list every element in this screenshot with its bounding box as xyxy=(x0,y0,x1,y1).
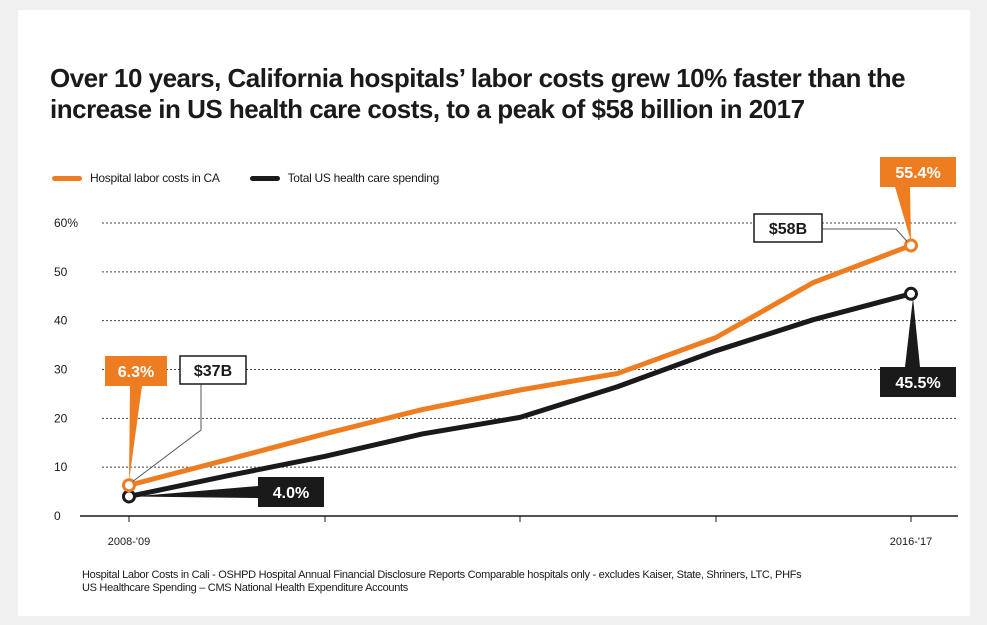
legend-swatch-us xyxy=(249,175,280,181)
series-line-ca xyxy=(126,242,914,488)
callout-us-start: 4.0% xyxy=(133,477,324,507)
callout-ca-end-label: 55.4% xyxy=(895,165,940,182)
callout-ca-start-amount-label: $37B xyxy=(194,363,232,380)
footnote-line-1: Hospital Labor Costs in Cali - OSHPD Hos… xyxy=(82,569,802,581)
point-us-start xyxy=(122,489,136,504)
callout-us-start-box xyxy=(258,477,324,507)
callout-ca-start-pointer xyxy=(129,386,142,482)
callout-ca-start-label: 6.3% xyxy=(118,364,154,381)
callout-ca-end-amount: $58B xyxy=(753,213,908,243)
callout-ca-start-amount-leader xyxy=(132,384,202,482)
chart-card xyxy=(18,10,970,616)
y-axis: 0 10 20 30 40 50 60% xyxy=(54,216,78,523)
footnote-line-2: US Healthcare Spending – CMS National He… xyxy=(82,582,408,594)
legend-item-ca: Hospital labor costs in CA xyxy=(52,171,220,185)
x-tick-label: 2016-'17 xyxy=(890,536,932,548)
callout-ca-start-amount: $37B xyxy=(132,355,247,482)
chart-title: Over 10 years, California hospitals’ lab… xyxy=(50,63,906,124)
x-tick-label: 2008-'09 xyxy=(108,536,150,548)
y-tick-label: 20 xyxy=(54,411,68,425)
callout-us-end-pointer xyxy=(905,297,920,367)
series-line-us xyxy=(126,291,914,499)
callout-ca-end-box xyxy=(880,157,956,187)
callout-ca-start: 6.3% xyxy=(105,356,167,482)
legend-item-us: Total US health care spending xyxy=(249,171,440,185)
legend: Hospital labor costs in CA Total US heal… xyxy=(52,170,439,186)
callouts: 6.3% $37B 4.0% 55.4% $58B 45.5% xyxy=(105,157,956,507)
callout-us-end: 45.5% xyxy=(880,297,956,397)
legend-label-ca: Hospital labor costs in CA xyxy=(90,171,220,185)
x-axis: 2008-'09 2016-'17 xyxy=(80,515,958,548)
legend-swatch-ca xyxy=(52,175,82,181)
legend-label-us: Total US health care spending xyxy=(287,171,440,185)
y-tick-label: 0 xyxy=(54,509,61,523)
gridlines xyxy=(102,222,958,468)
footnote: Hospital Labor Costs in Cali - OSHPD Hos… xyxy=(82,569,962,595)
y-tick-label: 50 xyxy=(54,265,68,279)
point-us-end xyxy=(904,286,918,301)
callout-ca-end-amount-label: $58B xyxy=(769,221,807,238)
y-tick-label: 60% xyxy=(54,216,78,230)
callout-us-start-pointer xyxy=(133,486,258,498)
point-ca-end xyxy=(904,238,918,253)
callout-ca-end-amount-leader xyxy=(822,228,908,242)
y-tick-label: 40 xyxy=(54,314,68,328)
callout-us-end-label: 45.5% xyxy=(895,375,940,392)
line-chart: 0 10 20 30 40 50 60% 2008-'09 2016-'17 6.3% $37B… xyxy=(54,157,958,548)
y-tick-label: 30 xyxy=(54,363,68,377)
point-ca-start xyxy=(122,478,136,493)
callout-us-start-label: 4.0% xyxy=(273,485,309,502)
callout-ca-start-amount-box xyxy=(179,355,247,385)
callout-ca-end: 55.4% xyxy=(880,157,956,242)
callout-ca-start-box xyxy=(105,356,167,386)
callout-ca-end-amount-box xyxy=(753,213,823,243)
callout-us-end-box xyxy=(880,367,956,397)
callout-ca-end-pointer xyxy=(895,187,911,242)
y-tick-label: 10 xyxy=(54,460,68,474)
